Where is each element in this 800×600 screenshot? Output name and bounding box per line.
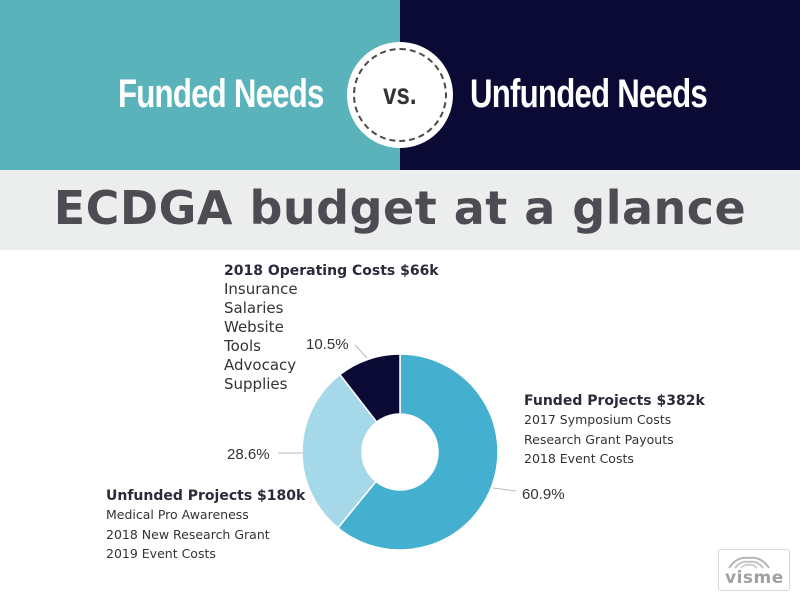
unfunded-item: 2019 Event Costs — [106, 546, 216, 561]
unfunded-item: 2018 New Research Grant — [106, 526, 270, 542]
operating-item: Advocacy — [224, 356, 297, 374]
unfunded-needs-title: Unfunded Needs — [470, 72, 708, 116]
funded-needs-title: Funded Needs — [118, 72, 324, 116]
operating-item: Salaries — [224, 299, 284, 317]
visme-logo-icon — [728, 556, 770, 569]
operating-item: Insurance — [224, 280, 298, 298]
funded-projects-title: Funded Projects $382k — [524, 393, 705, 409]
funded-projects-annotation: Funded Projects $382k 2017 Symposium Cos… — [524, 392, 705, 469]
leader-lines — [278, 344, 517, 492]
slice-label-operating: 10.5% — [306, 336, 349, 353]
unfunded-projects-annotation: Unfunded Projects $180k Medical Pro Awar… — [106, 487, 305, 564]
donut-slices — [301, 353, 499, 551]
funded-item: 2018 Event Costs — [524, 451, 634, 466]
donut-slice-funded-projects — [336, 353, 499, 551]
unfunded-item: Medical Pro Awareness — [106, 507, 249, 522]
title-band — [0, 170, 800, 250]
operating-item: Tools — [224, 337, 261, 355]
slice-label-funded: 60.9% — [522, 486, 565, 503]
operating-item: Supplies — [224, 375, 288, 393]
unfunded-projects-title: Unfunded Projects $180k — [106, 488, 306, 504]
budget-donut-chart: 10.5% 28.6% 60.9% — [227, 336, 565, 551]
vs-label: vs. — [383, 78, 417, 111]
vs-badge-ring: vs. — [353, 48, 447, 142]
unfunded-header-panel — [400, 0, 800, 170]
leader-line-funded — [492, 487, 517, 492]
page-title: ECDGA budget at a glance — [53, 181, 747, 235]
funded-item: 2017 Symposium Costs — [524, 412, 672, 427]
funded-header-panel — [0, 0, 400, 170]
leader-line-operating — [354, 344, 368, 359]
visme-watermark: visme — [718, 549, 790, 591]
slice-label-unfunded: 28.6% — [227, 446, 270, 463]
operating-costs-annotation: 2018 Operating Costs $66k Insurance Sala… — [224, 262, 439, 394]
donut-slice-unfunded-projects — [301, 373, 378, 529]
visme-logo-text: visme — [725, 568, 784, 588]
operating-item: Website — [224, 318, 284, 336]
donut-slice-2018-operating-costs — [338, 353, 401, 424]
operating-costs-title: 2018 Operating Costs $66k — [224, 263, 439, 279]
funded-item: Research Grant Payouts — [524, 431, 674, 447]
vs-badge: vs. — [347, 42, 453, 148]
